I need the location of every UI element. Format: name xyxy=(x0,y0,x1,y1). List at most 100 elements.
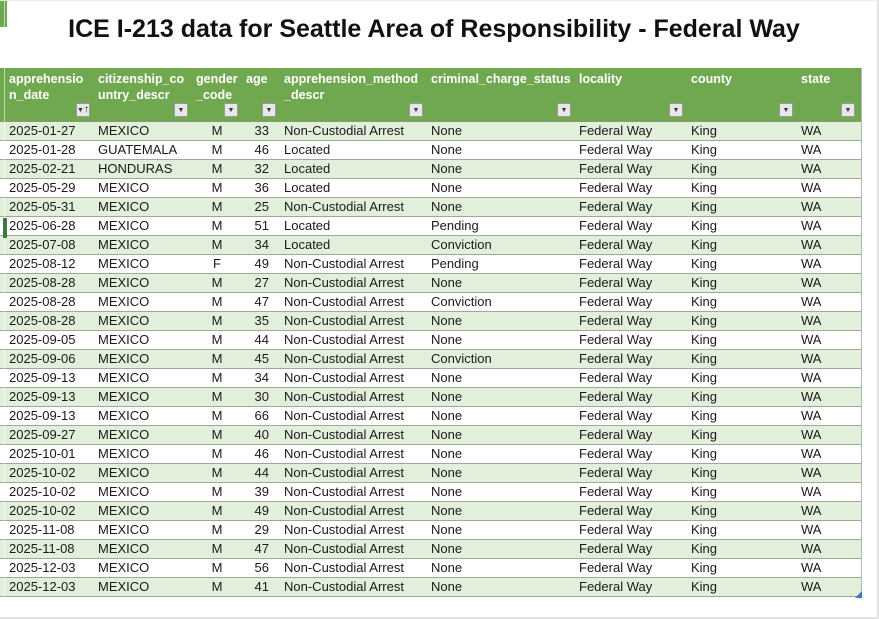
cell-locality[interactable]: Federal Way xyxy=(579,560,653,575)
cell-citizenship_country_descr[interactable]: MEXICO xyxy=(98,180,150,195)
cell-apprehension_method_descr[interactable]: Non-Custodial Arrest xyxy=(284,579,404,594)
cell-apprehension_date[interactable]: 2025-08-12 xyxy=(9,256,76,271)
cell-apprehension_method_descr[interactable]: Non-Custodial Arrest xyxy=(284,294,404,309)
cell-criminal_charge_status[interactable]: None xyxy=(431,180,463,195)
cell-county[interactable]: King xyxy=(691,275,718,290)
cell-age[interactable]: 56 xyxy=(254,560,269,575)
cell-apprehension_date[interactable]: 2025-10-02 xyxy=(9,503,76,518)
cell-gender_code[interactable]: M xyxy=(211,389,223,404)
filter-dropdown-button[interactable]: ▼ xyxy=(409,103,423,117)
cell-citizenship_country_descr[interactable]: MEXICO xyxy=(98,370,150,385)
cell-gender_code[interactable]: M xyxy=(211,427,223,442)
cell-criminal_charge_status[interactable]: None xyxy=(431,142,463,157)
cell-apprehension_method_descr[interactable]: Non-Custodial Arrest xyxy=(284,123,404,138)
cell-age[interactable]: 33 xyxy=(254,123,269,138)
cell-county[interactable]: King xyxy=(691,503,718,518)
cell-age[interactable]: 34 xyxy=(254,370,269,385)
cell-citizenship_country_descr[interactable]: MEXICO xyxy=(98,237,150,252)
cell-locality[interactable]: Federal Way xyxy=(579,389,653,404)
cell-age[interactable]: 32 xyxy=(254,161,269,176)
cell-locality[interactable]: Federal Way xyxy=(579,351,653,366)
cell-age[interactable]: 27 xyxy=(254,275,269,290)
cell-gender_code[interactable]: M xyxy=(211,199,223,214)
cell-state[interactable]: WA xyxy=(801,218,822,233)
cell-apprehension_method_descr[interactable]: Non-Custodial Arrest xyxy=(284,199,404,214)
cell-apprehension_date[interactable]: 2025-01-28 xyxy=(9,142,76,157)
cell-gender_code[interactable]: M xyxy=(211,294,223,309)
cell-apprehension_date[interactable]: 2025-11-08 xyxy=(9,522,75,537)
cell-criminal_charge_status[interactable]: None xyxy=(431,446,463,461)
cell-criminal_charge_status[interactable]: None xyxy=(431,484,463,499)
cell-citizenship_country_descr[interactable]: MEXICO xyxy=(98,275,150,290)
cell-apprehension_date[interactable]: 2025-02-21 xyxy=(9,161,76,176)
cell-apprehension_date[interactable]: 2025-09-13 xyxy=(9,370,76,385)
cell-age[interactable]: 29 xyxy=(254,522,269,537)
cell-apprehension_date[interactable]: 2025-08-28 xyxy=(9,275,76,290)
cell-apprehension_method_descr[interactable]: Non-Custodial Arrest xyxy=(284,503,404,518)
cell-locality[interactable]: Federal Way xyxy=(579,180,653,195)
cell-gender_code[interactable]: M xyxy=(211,237,223,252)
cell-gender_code[interactable]: M xyxy=(211,161,223,176)
cell-gender_code[interactable]: M xyxy=(211,123,223,138)
cell-apprehension_date[interactable]: 2025-09-05 xyxy=(9,332,76,347)
cell-age[interactable]: 46 xyxy=(254,142,269,157)
cell-criminal_charge_status[interactable]: None xyxy=(431,522,463,537)
cell-apprehension_date[interactable]: 2025-10-01 xyxy=(9,446,76,461)
cell-apprehension_date[interactable]: 2025-12-03 xyxy=(9,579,76,594)
cell-citizenship_country_descr[interactable]: GUATEMALA xyxy=(98,142,178,157)
cell-county[interactable]: King xyxy=(691,579,718,594)
cell-county[interactable]: King xyxy=(691,541,718,556)
column-header-apprehension_method_descr[interactable]: apprehension_method_descr ▼ xyxy=(279,68,426,121)
cell-criminal_charge_status[interactable]: None xyxy=(431,275,463,290)
cell-age[interactable]: 45 xyxy=(254,351,269,366)
cell-county[interactable]: King xyxy=(691,199,718,214)
cell-gender_code[interactable]: M xyxy=(211,332,223,347)
cell-county[interactable]: King xyxy=(691,161,718,176)
cell-state[interactable]: WA xyxy=(801,199,822,214)
cell-apprehension_method_descr[interactable]: Non-Custodial Arrest xyxy=(284,484,404,499)
cell-criminal_charge_status[interactable]: None xyxy=(431,389,463,404)
cell-county[interactable]: King xyxy=(691,446,718,461)
cell-state[interactable]: WA xyxy=(801,237,822,252)
cell-apprehension_method_descr[interactable]: Non-Custodial Arrest xyxy=(284,370,404,385)
cell-age[interactable]: 40 xyxy=(254,427,269,442)
cell-apprehension_method_descr[interactable]: Non-Custodial Arrest xyxy=(284,522,404,537)
cell-apprehension_method_descr[interactable]: Non-Custodial Arrest xyxy=(284,541,404,556)
filter-dropdown-button[interactable]: ▼ xyxy=(262,103,276,117)
cell-citizenship_country_descr[interactable]: MEXICO xyxy=(98,522,150,537)
cell-apprehension_method_descr[interactable]: Located xyxy=(284,180,331,195)
filter-dropdown-button[interactable]: ▼ xyxy=(224,103,238,117)
cell-apprehension_method_descr[interactable]: Non-Custodial Arrest xyxy=(284,446,404,461)
cell-county[interactable]: King xyxy=(691,465,718,480)
cell-age[interactable]: 44 xyxy=(254,465,269,480)
cell-gender_code[interactable]: M xyxy=(211,275,223,290)
cell-citizenship_country_descr[interactable]: MEXICO xyxy=(98,256,150,271)
cell-county[interactable]: King xyxy=(691,389,718,404)
cell-locality[interactable]: Federal Way xyxy=(579,275,653,290)
cell-county[interactable]: King xyxy=(691,332,718,347)
cell-locality[interactable]: Federal Way xyxy=(579,332,653,347)
cell-locality[interactable]: Federal Way xyxy=(579,256,653,271)
column-header-county[interactable]: county ▼ xyxy=(686,68,796,121)
cell-citizenship_country_descr[interactable]: MEXICO xyxy=(98,123,150,138)
cell-gender_code[interactable]: F xyxy=(213,256,221,271)
cell-county[interactable]: King xyxy=(691,180,718,195)
cell-age[interactable]: 49 xyxy=(254,256,269,271)
column-header-criminal_charge_status[interactable]: criminal_charge_status ▼ xyxy=(426,68,574,121)
cell-criminal_charge_status[interactable]: None xyxy=(431,427,463,442)
cell-apprehension_method_descr[interactable]: Non-Custodial Arrest xyxy=(284,560,404,575)
cell-gender_code[interactable]: M xyxy=(211,446,223,461)
cell-criminal_charge_status[interactable]: Pending xyxy=(431,256,479,271)
cell-age[interactable]: 30 xyxy=(254,389,269,404)
cell-county[interactable]: King xyxy=(691,294,718,309)
cell-criminal_charge_status[interactable]: None xyxy=(431,408,463,423)
cell-state[interactable]: WA xyxy=(801,427,822,442)
cell-county[interactable]: King xyxy=(691,256,718,271)
cell-age[interactable]: 25 xyxy=(254,199,269,214)
cell-criminal_charge_status[interactable]: None xyxy=(431,123,463,138)
cell-state[interactable]: WA xyxy=(801,370,822,385)
cell-apprehension_method_descr[interactable]: Located xyxy=(284,237,331,252)
cell-apprehension_method_descr[interactable]: Non-Custodial Arrest xyxy=(284,313,404,328)
cell-state[interactable]: WA xyxy=(801,294,822,309)
cell-age[interactable]: 36 xyxy=(254,180,269,195)
